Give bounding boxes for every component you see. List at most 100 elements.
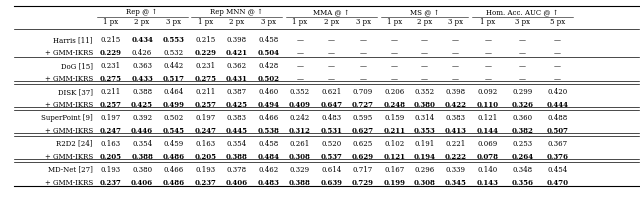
Text: MS @ ↑: MS @ ↑ (410, 8, 440, 16)
Text: 3 px: 3 px (261, 18, 276, 26)
Text: 0.229: 0.229 (99, 49, 122, 57)
Text: —: — (296, 75, 303, 83)
Text: 0.314: 0.314 (415, 114, 435, 122)
Text: 0.257: 0.257 (194, 101, 216, 109)
Text: 0.348: 0.348 (513, 166, 532, 174)
Text: 0.502: 0.502 (164, 114, 184, 122)
Text: 0.144: 0.144 (477, 127, 499, 135)
Text: 0.308: 0.308 (413, 179, 436, 187)
Text: 0.221: 0.221 (445, 140, 465, 148)
Text: 0.215: 0.215 (100, 36, 120, 44)
Text: + GMM-IKRS: + GMM-IKRS (45, 75, 93, 83)
Text: 0.206: 0.206 (384, 88, 404, 96)
Text: Hom. Acc. AUC @ ↑: Hom. Acc. AUC @ ↑ (486, 8, 559, 16)
Text: 0.326: 0.326 (511, 101, 534, 109)
Text: —: — (452, 75, 459, 83)
Text: 0.422: 0.422 (444, 101, 466, 109)
Text: 0.388: 0.388 (226, 153, 248, 161)
Text: 1 px: 1 px (103, 18, 118, 26)
Text: 0.625: 0.625 (353, 140, 373, 148)
Text: 0.247: 0.247 (194, 127, 216, 135)
Text: 0.329: 0.329 (290, 166, 310, 174)
Text: 0.387: 0.387 (227, 88, 247, 96)
Text: 0.431: 0.431 (226, 75, 248, 83)
Text: 2 px: 2 px (417, 18, 432, 26)
Text: 0.428: 0.428 (259, 62, 278, 70)
Text: SuperPoint [9]: SuperPoint [9] (41, 114, 93, 122)
Text: 0.197: 0.197 (100, 114, 120, 122)
Text: 0.354: 0.354 (227, 140, 247, 148)
Text: 0.545: 0.545 (163, 127, 185, 135)
Text: 0.242: 0.242 (290, 114, 310, 122)
Text: —: — (519, 62, 526, 70)
Text: 5 px: 5 px (550, 18, 565, 26)
Text: 3 px: 3 px (166, 18, 181, 26)
Text: 0.275: 0.275 (194, 75, 216, 83)
Text: 0.460: 0.460 (259, 88, 278, 96)
Text: —: — (484, 36, 492, 44)
Text: 0.595: 0.595 (353, 114, 373, 122)
Text: —: — (452, 62, 459, 70)
Text: + GMM-IKRS: + GMM-IKRS (45, 153, 93, 161)
Text: 0.425: 0.425 (226, 101, 248, 109)
Text: 0.520: 0.520 (321, 140, 342, 148)
Text: 0.194: 0.194 (413, 153, 436, 161)
Text: —: — (452, 49, 459, 57)
Text: 0.193: 0.193 (100, 166, 120, 174)
Text: 0.121: 0.121 (383, 153, 405, 161)
Text: 0.483: 0.483 (321, 114, 342, 122)
Text: 0.454: 0.454 (547, 166, 568, 174)
Text: —: — (554, 36, 561, 44)
Text: 0.483: 0.483 (257, 179, 279, 187)
Text: 0.647: 0.647 (321, 101, 342, 109)
Text: 1 px: 1 px (480, 18, 495, 26)
Text: —: — (390, 49, 397, 57)
Text: 0.222: 0.222 (444, 153, 466, 161)
Text: 0.388: 0.388 (132, 88, 152, 96)
Text: —: — (296, 36, 303, 44)
Text: 0.388: 0.388 (131, 153, 153, 161)
Text: 0.553: 0.553 (163, 36, 184, 44)
Text: 0.264: 0.264 (511, 153, 534, 161)
Text: —: — (328, 75, 335, 83)
Text: 0.247: 0.247 (99, 127, 122, 135)
Text: 1 px: 1 px (198, 18, 213, 26)
Text: 0.199: 0.199 (383, 179, 405, 187)
Text: 0.193: 0.193 (195, 166, 215, 174)
Text: 0.253: 0.253 (513, 140, 532, 148)
Text: —: — (390, 36, 397, 44)
Text: 0.197: 0.197 (195, 114, 215, 122)
Text: —: — (421, 62, 428, 70)
Text: 0.356: 0.356 (511, 179, 534, 187)
Text: 0.398: 0.398 (445, 88, 465, 96)
Text: Harris [11]: Harris [11] (53, 36, 93, 44)
Text: 0.296: 0.296 (415, 166, 435, 174)
Text: —: — (328, 62, 335, 70)
Text: 0.248: 0.248 (383, 101, 405, 109)
Text: 0.532: 0.532 (164, 49, 184, 57)
Text: 0.470: 0.470 (547, 179, 568, 187)
Text: 0.102: 0.102 (384, 140, 404, 148)
Text: 0.376: 0.376 (547, 153, 568, 161)
Text: 0.488: 0.488 (547, 114, 568, 122)
Text: 0.237: 0.237 (195, 179, 216, 187)
Text: —: — (360, 75, 367, 83)
Text: —: — (328, 49, 335, 57)
Text: —: — (296, 62, 303, 70)
Text: DISK [37]: DISK [37] (58, 88, 93, 96)
Text: 0.229: 0.229 (194, 49, 216, 57)
Text: 0.362: 0.362 (227, 62, 247, 70)
Text: —: — (296, 49, 303, 57)
Text: 0.398: 0.398 (227, 36, 247, 44)
Text: —: — (390, 62, 397, 70)
Text: 0.339: 0.339 (445, 166, 465, 174)
Text: 0.466: 0.466 (164, 166, 184, 174)
Text: + GMM-IKRS: + GMM-IKRS (45, 127, 93, 135)
Text: —: — (421, 36, 428, 44)
Text: 0.312: 0.312 (289, 127, 311, 135)
Text: 0.421: 0.421 (226, 49, 248, 57)
Text: 0.486: 0.486 (163, 179, 185, 187)
Text: 0.231: 0.231 (195, 62, 215, 70)
Text: 0.215: 0.215 (195, 36, 215, 44)
Text: —: — (484, 62, 492, 70)
